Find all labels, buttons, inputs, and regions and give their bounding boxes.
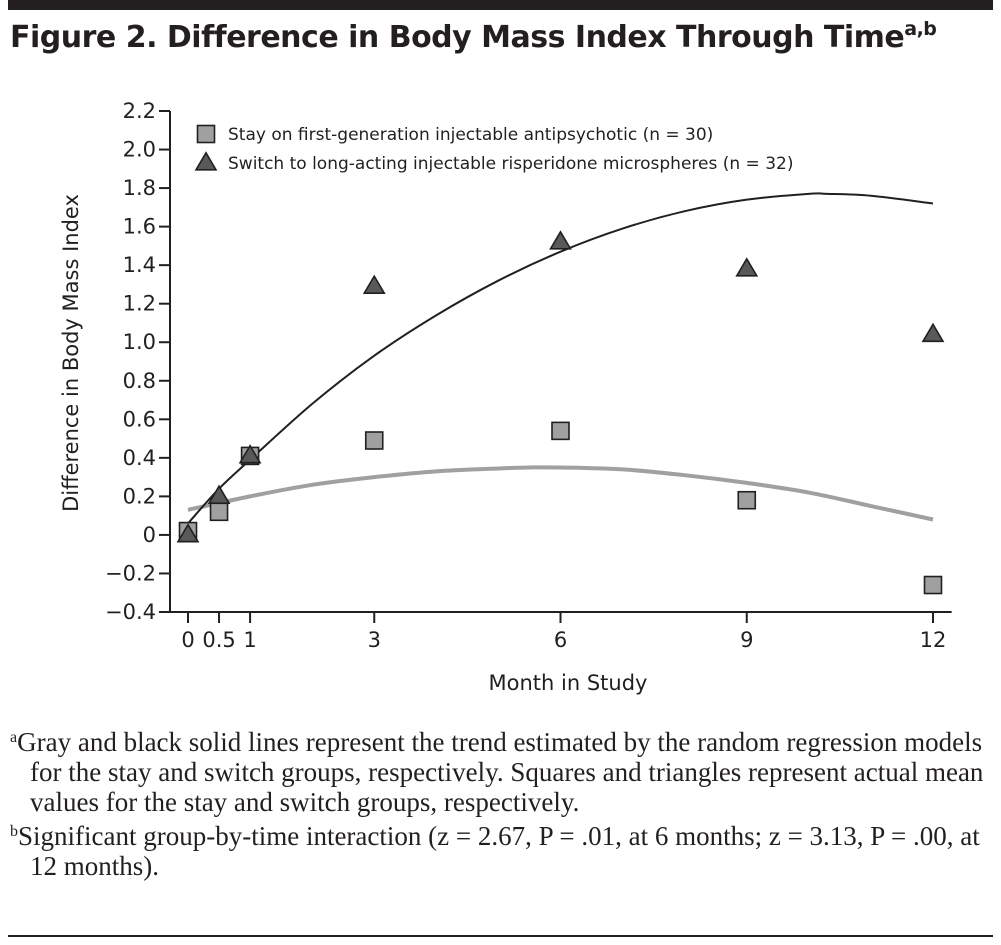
- switch-data-point: [238, 444, 262, 464]
- y-tick-label: 0.6: [123, 407, 156, 431]
- switch-data-point: [549, 230, 572, 250]
- chart: −0.4 −0.2 0 0.2 0.4 0.6 0.8 1.0 1.2 1.4 1.6 1.8 2.0 2…: [59, 99, 952, 695]
- stay-data-point: [209, 502, 229, 522]
- footnote-b-text: Significant group-by-time interaction (z…: [18, 821, 980, 881]
- x-tick-label: 9: [740, 628, 753, 652]
- x-tick-label: 3: [368, 628, 381, 652]
- legend-label: Switch to long-acting injectable risperi…: [228, 154, 793, 174]
- stay-data-point: [551, 421, 570, 441]
- footnote-a-text: Gray and black solid lines represent the…: [17, 727, 984, 817]
- bottom-rule: [8, 935, 993, 937]
- y-tick-label: 0.2: [123, 484, 156, 508]
- x-tick-label: 0.5: [202, 628, 235, 652]
- top-rule: [8, 0, 993, 10]
- stay-trend-line: [187, 465, 934, 522]
- x-axis-label: Month in Study: [489, 671, 648, 695]
- y-tick-label: 1.0: [123, 330, 156, 354]
- y-tick-label: 0.8: [123, 369, 156, 393]
- y-axis: −0.4 −0.2 0 0.2 0.4 0.6 0.8 1.0 1.2 1.4 1.6 1.8 2.0 2…: [105, 99, 171, 624]
- y-tick-label: 2.0: [123, 138, 156, 162]
- y-tick-label: −0.2: [105, 561, 156, 585]
- y-axis-label: Difference in Body Mass Index: [59, 194, 83, 512]
- legend-square-icon: [196, 124, 216, 144]
- switch-data-point: [735, 257, 759, 277]
- switch-data-point: [362, 274, 386, 294]
- y-tick-label: 1.4: [123, 253, 156, 277]
- footnote-a: aGray and black solid lines represent th…: [10, 723, 995, 817]
- y-tick-label: 1.8: [123, 176, 156, 200]
- x-tick-label: 0: [181, 628, 194, 652]
- stay-data-point: [364, 431, 384, 450]
- y-tick-label: 0: [143, 523, 156, 547]
- footnote-a-marker: a: [10, 729, 18, 746]
- legend-label: Stay on first-generation injectable anti…: [228, 125, 713, 145]
- stay-data-point: [923, 575, 943, 595]
- x-tick-label: 6: [554, 628, 567, 652]
- x-tick-label: 12: [920, 628, 947, 652]
- footnotes: aGray and black solid lines represent th…: [10, 723, 995, 881]
- switch-data-point: [921, 322, 945, 343]
- y-tick-label: −0.4: [105, 600, 156, 624]
- y-tick-label: 2.2: [123, 99, 156, 123]
- footnote-b: bSignificant group-by-time interaction (…: [10, 817, 995, 881]
- switch-data-point: [207, 484, 231, 504]
- data-markers: [176, 230, 945, 595]
- y-tick-label: 1.6: [123, 215, 156, 239]
- x-tick-label: 1: [243, 628, 256, 652]
- footnote-b-marker: b: [10, 823, 18, 840]
- y-tick-label: 0.4: [123, 446, 156, 470]
- switch-data-point: [176, 523, 200, 543]
- legend: Stay on first-generation injectable anti…: [194, 124, 793, 174]
- stay-data-point: [737, 490, 757, 510]
- switch-trend-line: [187, 192, 934, 525]
- figure-title: Figure 2. Difference in Body Mass Index …: [10, 18, 937, 55]
- figure-title-text: Figure 2. Difference in Body Mass Index …: [10, 20, 905, 55]
- y-tick-label: 1.2: [123, 292, 156, 316]
- trend-lines: [187, 192, 934, 525]
- legend-triangle-icon: [194, 151, 218, 171]
- x-axis: 0 0.5 1 3 6 9 12: [170, 611, 952, 652]
- figure-title-superscript: a,b: [904, 18, 937, 40]
